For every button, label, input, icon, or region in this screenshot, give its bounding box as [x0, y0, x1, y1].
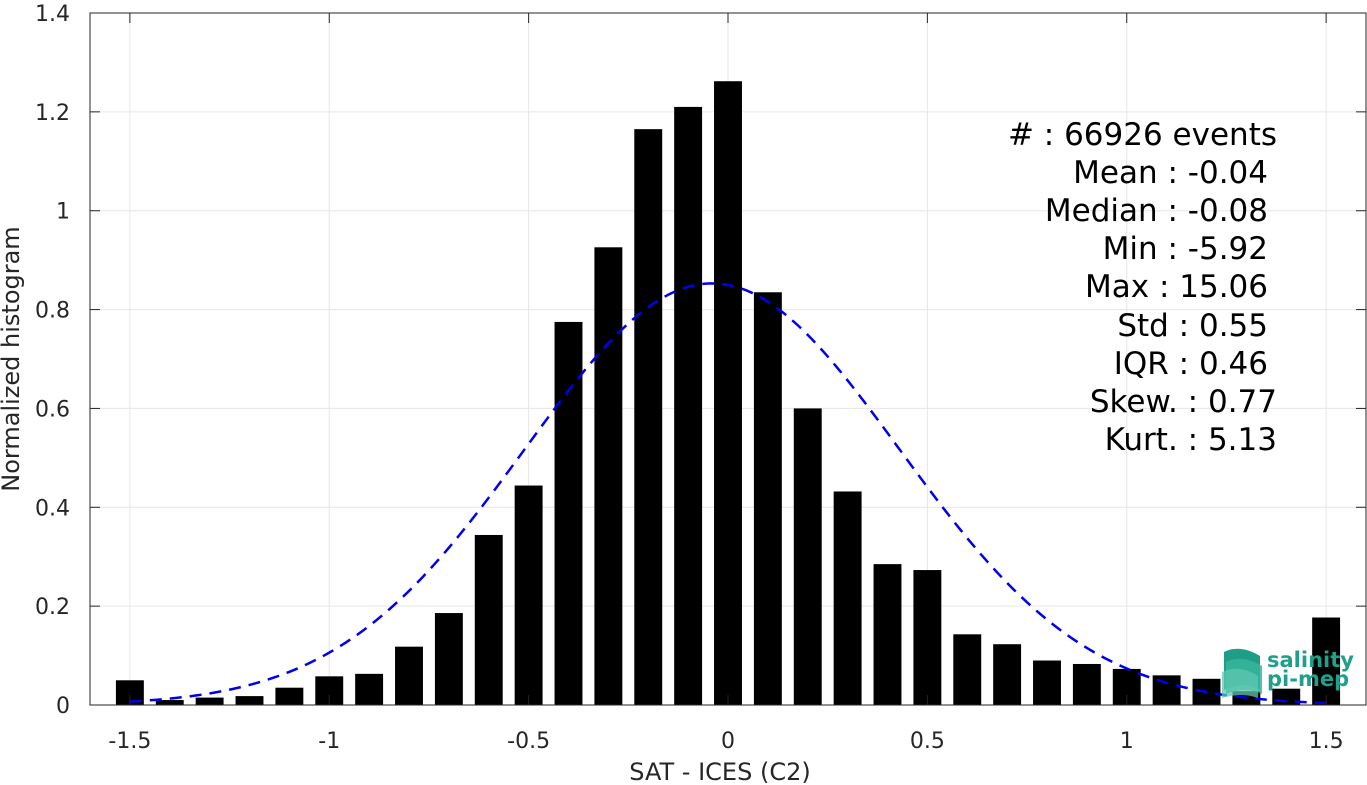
- histogram-bar: [1312, 617, 1341, 705]
- histogram-bar: [753, 292, 782, 705]
- x-tick-label: 0: [721, 729, 735, 754]
- histogram-bar: [1033, 660, 1061, 705]
- stats-std: Std : 0.55: [1117, 308, 1268, 344]
- histogram-bar: [235, 696, 264, 705]
- stats-box: # : 66926 events Mean : -0.04 Median : -…: [1008, 117, 1277, 458]
- stats-mean: Mean : -0.04: [1073, 155, 1268, 191]
- y-axis-label: Normalized histogram: [0, 226, 25, 491]
- histogram-bar: [514, 485, 543, 705]
- salinity-pi-mep-logo: salinity pi-mep: [1222, 648, 1354, 698]
- stats-events: # : 66926 events: [1008, 117, 1277, 153]
- logo-wave-icon: [1222, 648, 1262, 698]
- histogram-bar: [554, 321, 583, 705]
- y-tick-label: 0.4: [35, 496, 70, 521]
- y-tick-label: 0.8: [35, 299, 70, 324]
- stats-min: Min : -5.92: [1103, 231, 1268, 267]
- x-tick-label: 1.5: [1309, 729, 1344, 754]
- histogram-bars: [115, 81, 1341, 705]
- histogram-bar: [474, 534, 503, 705]
- histogram-bar: [674, 106, 703, 705]
- gaussian-fit-curve: [129, 282, 1327, 705]
- stats-iqr: IQR : 0.46: [1114, 346, 1268, 382]
- histogram-bar: [155, 700, 184, 705]
- stats-max: Max : 15.06: [1085, 269, 1268, 305]
- y-tick-label: 0.6: [35, 397, 70, 422]
- x-axis-label: SAT - ICES (C2): [629, 758, 810, 785]
- x-tick-label: -1.5: [108, 729, 151, 754]
- histogram-bar: [993, 644, 1022, 705]
- y-tick-label: 1: [56, 200, 70, 225]
- histogram-bar: [634, 129, 663, 705]
- x-tick-label: 1: [1120, 729, 1134, 754]
- stats-median: Median : -0.08: [1045, 193, 1268, 229]
- logo-text-salinity: salinity: [1267, 648, 1354, 672]
- histogram-bar: [275, 687, 304, 705]
- y-tick-label: 0.2: [35, 595, 70, 620]
- stats-kurt: Kurt. : 5.13: [1105, 422, 1277, 458]
- histogram-bar: [594, 247, 623, 705]
- y-tick-label: 1.4: [35, 2, 70, 27]
- x-tick-label: -1: [318, 729, 340, 754]
- histogram-bar: [355, 673, 384, 705]
- y-tick-label: 0: [56, 694, 70, 719]
- logo-text-pi-mep: pi-mep: [1267, 667, 1349, 691]
- stats-skew: Skew. : 0.77: [1090, 384, 1277, 420]
- histogram-bar: [793, 408, 822, 705]
- histogram-bar: [913, 570, 942, 705]
- histogram-bar: [873, 564, 902, 705]
- histogram-bar: [714, 81, 742, 705]
- x-tick-label: 0.5: [910, 729, 945, 754]
- histogram-bar: [1072, 663, 1101, 705]
- y-tick-label: 1.2: [35, 101, 70, 126]
- axis-ticks: -1.5 -1 -0.5 0 0.5 1 1.5 0 0.2 0.4 0.6 0.8 1 1.2 1.4: [35, 2, 1366, 754]
- histogram-bar: [395, 646, 423, 705]
- histogram-bar: [953, 634, 982, 705]
- x-tick-label: -0.5: [507, 729, 550, 754]
- histogram-bar: [434, 613, 463, 705]
- histogram-bar: [833, 491, 862, 705]
- histogram-bar: [195, 697, 224, 705]
